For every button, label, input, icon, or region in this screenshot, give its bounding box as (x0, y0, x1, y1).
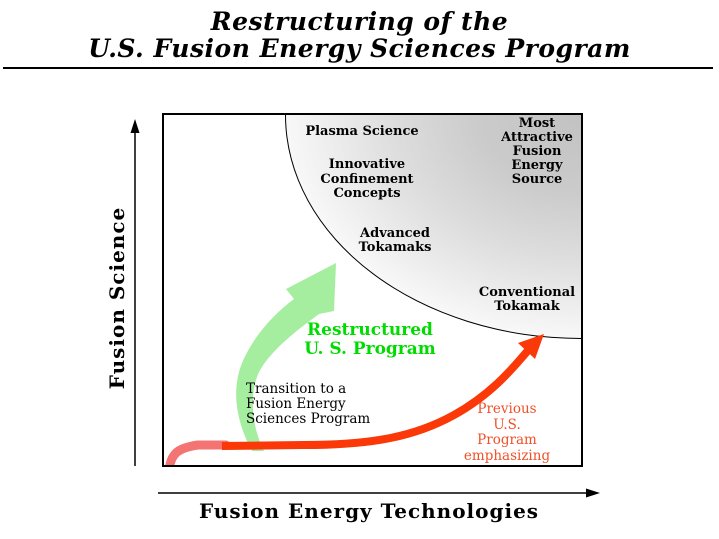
previous-program-curve (221, 345, 534, 450)
previous-program-curve-early (165, 440, 231, 465)
label-restructured-us-program: Restructured U. S. Program (304, 320, 436, 359)
label-previous-us-program: Previous U.S. Program emphasizing energy… (463, 401, 551, 465)
previous-program-arrowhead-icon (518, 334, 544, 359)
page-title-line1: Restructuring of the (210, 7, 509, 36)
page-title-line2: U.S. Fusion Energy Sciences Program (88, 34, 631, 63)
restructured-program-arrow (236, 263, 336, 451)
label-conventional-tokamak: Conventional Tokamak (478, 285, 576, 314)
x-axis-arrowhead-icon (586, 488, 600, 498)
y-axis-arrowhead-icon (130, 119, 140, 133)
y-axis-label: Fusion Science (105, 206, 129, 390)
label-advanced-tokamaks: Advanced Tokamaks (358, 226, 432, 255)
page-title: Restructuring of the U.S. Fusion Energy … (0, 8, 719, 62)
label-plasma-science: Plasma Science (305, 124, 419, 139)
x-axis-label: Fusion Energy Technologies (198, 499, 540, 523)
trajectories-canvas (165, 263, 544, 465)
label-innovative-confinement-concepts: Innovative Confinement Concepts (320, 157, 414, 201)
label-transition-to-fusion-energy-sciences: Transition to a Fusion Energy Sciences P… (246, 381, 371, 427)
title-divider (3, 67, 713, 69)
label-most-attractive-fusion-energy-source: Most Attractive Fusion Energy Source (501, 116, 573, 187)
plot-area: Plasma Science Innovative Confinement Co… (162, 113, 583, 467)
